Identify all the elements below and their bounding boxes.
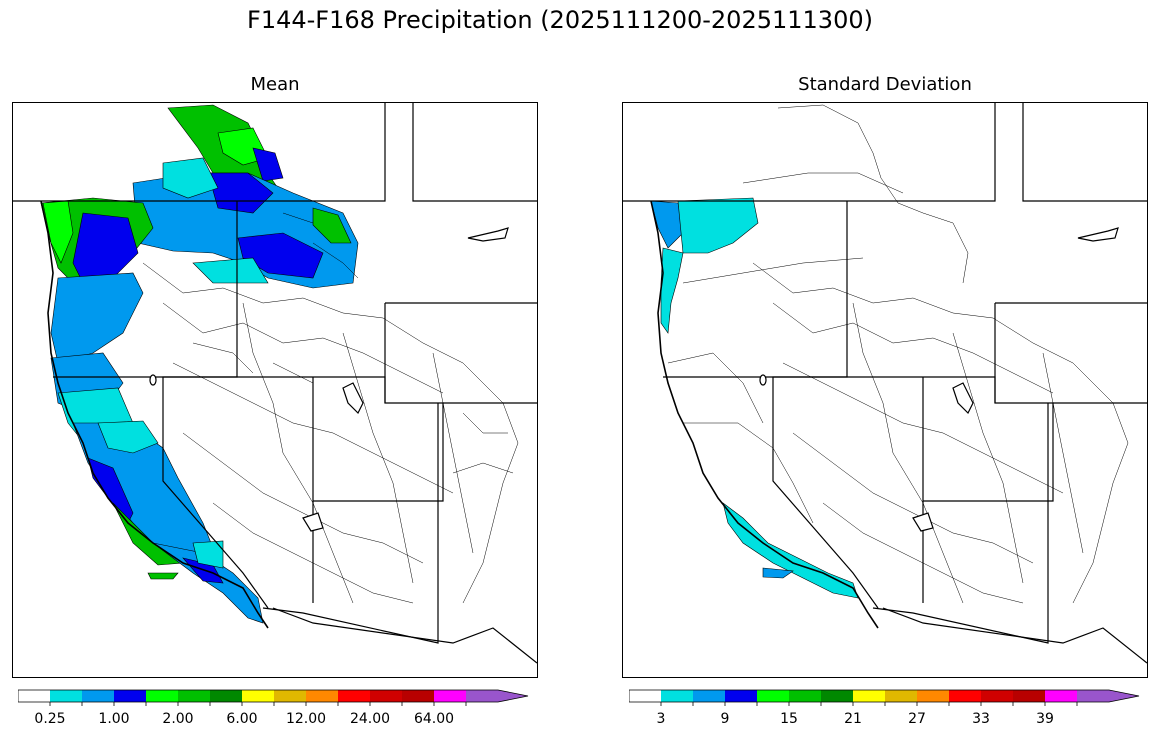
colorbar-segment (821, 690, 854, 702)
fill-cyan-ca-mid (97, 420, 159, 454)
stddev-basin-outlines (667, 104, 1129, 604)
colorbar-segment (949, 690, 982, 702)
colorbar-segment (306, 690, 339, 702)
colorbar-segment (210, 690, 243, 702)
colorbar-tick-label: 21 (844, 711, 862, 727)
fill-cyan-sierra (192, 540, 224, 569)
fill-blue-puget (72, 212, 139, 284)
stddev-state-borders (623, 103, 1147, 664)
colorbar-segment (402, 690, 435, 702)
colorbar-segment (981, 690, 1014, 702)
colorbar-tick-label: 15 (780, 711, 798, 727)
stddev-precip-fills (650, 197, 859, 599)
colorbar-segment (146, 690, 179, 702)
colorbar-tick-label: 39 (1036, 711, 1054, 727)
mean-map-svg (13, 103, 537, 664)
colorbar-tick-label: 9 (720, 711, 730, 727)
colorbar-segment (178, 690, 211, 702)
colorbar-tick-label: 27 (908, 711, 926, 727)
colorbar-segment (82, 690, 115, 702)
mean-precip-fills (40, 104, 359, 624)
colorbar-segment (370, 690, 403, 702)
colorbar-stddev-segments (629, 690, 1139, 702)
colorbar-segment (1045, 690, 1078, 702)
colorbar-segment (789, 690, 822, 702)
colorbar-segment (885, 690, 918, 702)
colorbar-segment (853, 690, 886, 702)
mean-basin-outlines (142, 212, 519, 604)
stddev-map-svg (623, 103, 1147, 664)
mean-lakes (149, 227, 509, 532)
map-mean[interactable] (12, 102, 538, 678)
colorbar-stddev (629, 689, 1140, 706)
colorbar-mean-segments (18, 690, 528, 702)
colorbar-segment (274, 690, 307, 702)
colorbar-tick-label: 1.00 (98, 711, 130, 727)
colorbar-segment (1013, 690, 1046, 702)
figure-title: F144-F168 Precipitation (2025111200-2025… (247, 6, 873, 34)
colorbar-segment (18, 690, 51, 702)
colorbar-tick-label: 0.25 (34, 711, 66, 727)
colorbar-tick-label: 24.00 (349, 711, 391, 727)
fill-blue-north (252, 147, 284, 182)
fill-green-ne (312, 207, 352, 244)
fill-green-islands (147, 572, 179, 580)
colorbar-segment (434, 690, 467, 702)
colorbar-segment (338, 690, 371, 702)
colorbar-segment (114, 690, 147, 702)
mean-coastline (40, 200, 269, 629)
fill-cyan-mid (192, 257, 269, 284)
colorbar-mean (18, 689, 529, 706)
sd-fill-lightblue-socal (762, 567, 794, 579)
colorbar-tick-label: 3 (656, 711, 666, 727)
colorbar-segment (242, 690, 275, 702)
sd-fill-cyan-or-coast (660, 247, 684, 334)
colorbar-segment (50, 690, 83, 702)
colorbar-segment (725, 690, 758, 702)
colorbar-tick-label: 64.00 (413, 711, 455, 727)
panel-title-mean: Mean (250, 74, 300, 95)
fill-blue-upper (207, 172, 274, 214)
map-stddev[interactable] (622, 102, 1148, 678)
colorbar-segment (661, 690, 694, 702)
colorbar-tick-label: 33 (972, 711, 990, 727)
panel-title-stddev: Standard Deviation (798, 74, 972, 95)
sd-fill-cyan-ca-coast (722, 502, 859, 599)
sd-fill-lightblue-wa (650, 200, 684, 249)
colorbar-segment (466, 690, 528, 702)
fill-lightblue-or (50, 272, 144, 364)
colorbar-segment (917, 690, 950, 702)
fill-cyan-upper (162, 157, 219, 199)
colorbar-segment (693, 690, 726, 702)
colorbar-tick-label: 6.00 (226, 711, 258, 727)
stddev-lakes (759, 227, 1119, 532)
colorbar-segment (757, 690, 790, 702)
sd-fill-cyan-wa (677, 197, 759, 254)
colorbar-segment (1077, 690, 1139, 702)
stddev-coastline (650, 200, 879, 629)
colorbar-tick-label: 12.00 (285, 711, 327, 727)
colorbar-tick-label: 2.00 (162, 711, 194, 727)
colorbar-segment (629, 690, 662, 702)
fill-blue-upper2 (237, 232, 324, 279)
